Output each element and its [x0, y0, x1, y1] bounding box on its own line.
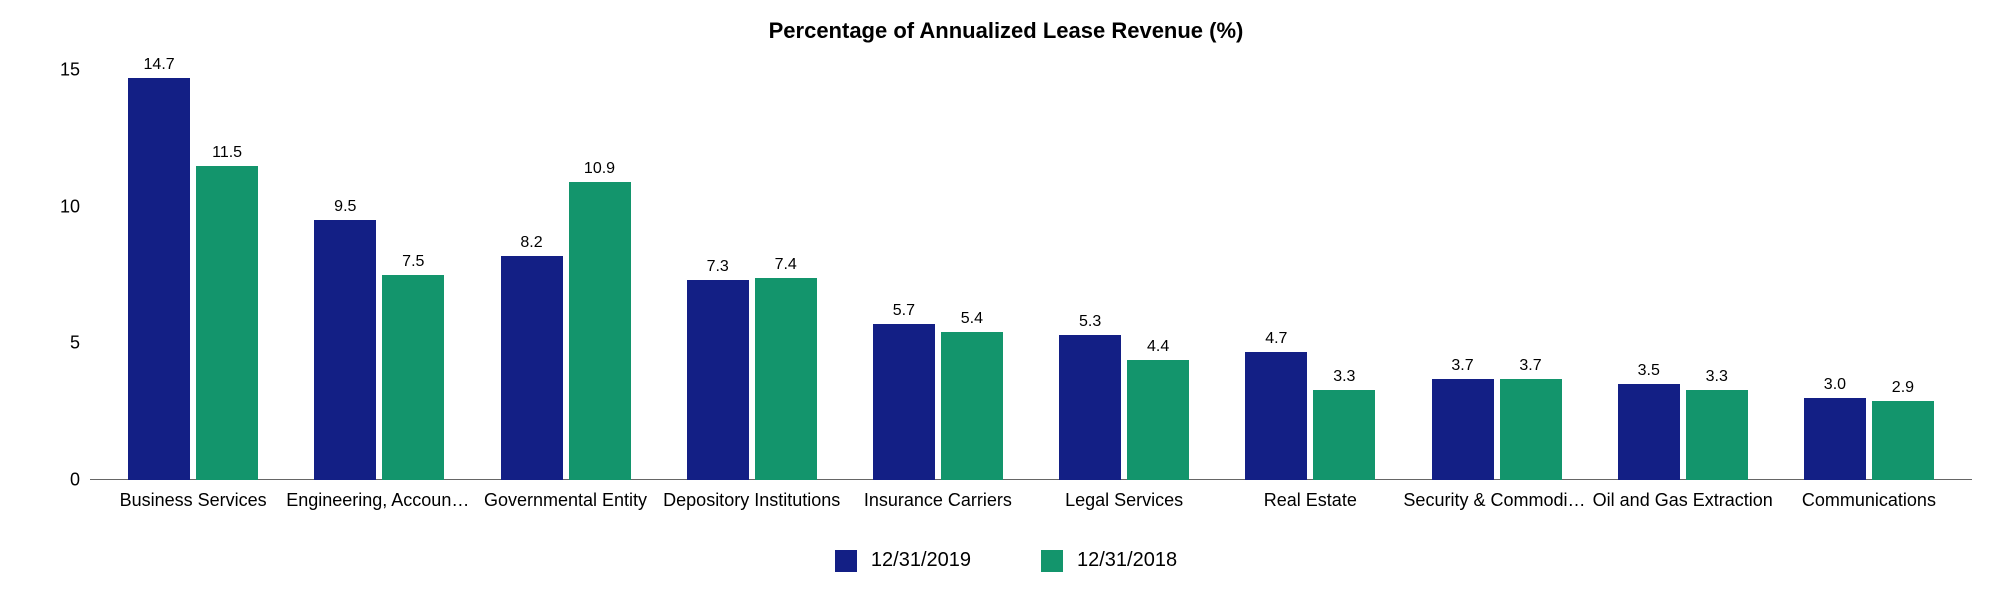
legend: 12/31/2019 12/31/2018: [0, 549, 2012, 572]
bar-value-label: 5.7: [893, 302, 915, 324]
bar: 3.7: [1500, 379, 1562, 480]
legend-label: 12/31/2019: [871, 549, 971, 572]
legend-swatch: [1041, 550, 1063, 572]
category-label: Governmental Entity: [472, 480, 658, 511]
bar-value-label: 3.5: [1638, 362, 1660, 384]
bar-group: 7.37.4Depository Institutions: [659, 70, 845, 480]
bar: 9.5: [314, 220, 376, 480]
category-label: Security & Commodity…: [1403, 480, 1589, 511]
y-tick: 0: [40, 470, 90, 491]
bar-group: 14.711.5Business Services: [100, 70, 286, 480]
bar: 5.7: [873, 324, 935, 480]
bar-value-label: 7.4: [775, 256, 797, 278]
bar: 3.0: [1804, 398, 1866, 480]
bar: 3.3: [1686, 390, 1748, 480]
y-tick: 10: [40, 196, 90, 217]
bar-value-label: 3.3: [1333, 368, 1355, 390]
bar: 7.4: [755, 278, 817, 480]
category-label: Oil and Gas Extraction: [1590, 480, 1776, 511]
chart-title: Percentage of Annualized Lease Revenue (…: [0, 0, 2012, 44]
legend-label: 12/31/2018: [1077, 549, 1177, 572]
bar-group: 5.34.4Legal Services: [1031, 70, 1217, 480]
bar-group: 3.53.3Oil and Gas Extraction: [1590, 70, 1776, 480]
bar: 7.5: [382, 275, 444, 480]
bar: 10.9: [569, 182, 631, 480]
bar-value-label: 14.7: [144, 56, 175, 78]
bar-group: 9.57.5Engineering, Accounti…: [286, 70, 472, 480]
bar: 3.7: [1432, 379, 1494, 480]
bar-value-label: 5.4: [961, 310, 983, 332]
legend-item: 12/31/2018: [1041, 549, 1177, 572]
bar: 3.3: [1313, 390, 1375, 480]
legend-item: 12/31/2019: [835, 549, 971, 572]
y-axis: 051015: [40, 70, 90, 480]
category-label: Legal Services: [1031, 480, 1217, 511]
bar: 11.5: [196, 166, 258, 480]
bar-value-label: 3.3: [1706, 368, 1728, 390]
bar-value-label: 9.5: [334, 198, 356, 220]
bar-value-label: 11.5: [212, 144, 242, 166]
bar: 7.3: [687, 280, 749, 480]
category-label: Depository Institutions: [659, 480, 845, 511]
bar-value-label: 7.3: [707, 258, 729, 280]
bar: 4.7: [1245, 352, 1307, 480]
bar-value-label: 10.9: [584, 160, 615, 182]
category-label: Communications: [1776, 480, 1962, 511]
bar: 4.4: [1127, 360, 1189, 480]
bar: 14.7: [128, 78, 190, 480]
bar-value-label: 8.2: [520, 234, 542, 256]
category-label: Business Services: [100, 480, 286, 511]
lease-revenue-chart: Percentage of Annualized Lease Revenue (…: [0, 0, 2012, 600]
bar-group: 3.02.9Communications: [1776, 70, 1962, 480]
bar-group: 5.75.4Insurance Carriers: [845, 70, 1031, 480]
legend-swatch: [835, 550, 857, 572]
bar-value-label: 3.7: [1451, 357, 1473, 379]
bar-value-label: 5.3: [1079, 313, 1101, 335]
bar-group: 3.73.7Security & Commodity…: [1403, 70, 1589, 480]
bar-groups: 14.711.5Business Services9.57.5Engineeri…: [100, 70, 1962, 480]
bar: 5.4: [941, 332, 1003, 480]
bar: 5.3: [1059, 335, 1121, 480]
bar: 8.2: [501, 256, 563, 480]
bar-value-label: 7.5: [402, 253, 424, 275]
bar-group: 4.73.3Real Estate: [1217, 70, 1403, 480]
bar-value-label: 4.4: [1147, 338, 1169, 360]
bar-value-label: 2.9: [1892, 379, 1914, 401]
category-label: Real Estate: [1217, 480, 1403, 511]
bar-group: 8.210.9Governmental Entity: [472, 70, 658, 480]
category-label: Insurance Carriers: [845, 480, 1031, 511]
bar: 3.5: [1618, 384, 1680, 480]
y-tick: 15: [40, 60, 90, 81]
plot-area: 051015 14.711.5Business Services9.57.5En…: [40, 70, 1972, 480]
y-tick: 5: [40, 333, 90, 354]
bar-value-label: 4.7: [1265, 330, 1287, 352]
category-label: Engineering, Accounti…: [286, 480, 472, 511]
bar-value-label: 3.0: [1824, 376, 1846, 398]
bar: 2.9: [1872, 401, 1934, 480]
bar-value-label: 3.7: [1519, 357, 1541, 379]
